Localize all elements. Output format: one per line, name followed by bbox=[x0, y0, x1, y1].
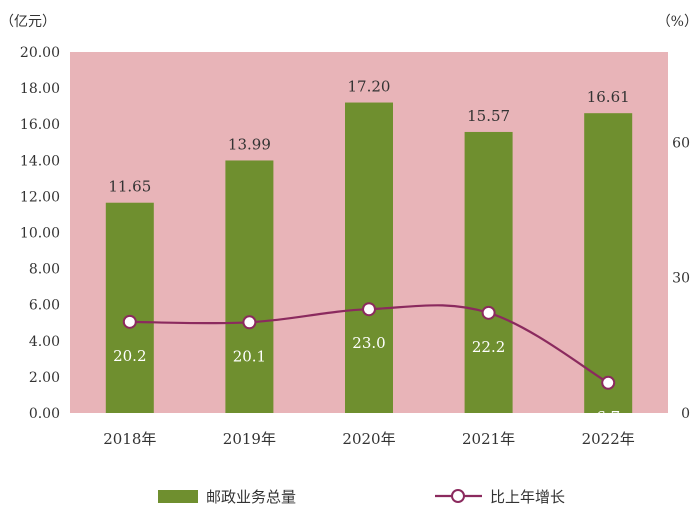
legend: 邮政业务总量 比上年增长 bbox=[158, 488, 565, 506]
right-axis: 0 30 60 bbox=[672, 135, 690, 422]
bar bbox=[584, 113, 633, 413]
line-point bbox=[481, 305, 496, 320]
right-tick-label: 30 bbox=[672, 271, 690, 287]
left-tick-label: 4.00 bbox=[29, 334, 60, 350]
left-axis-unit: （亿元） bbox=[0, 14, 56, 30]
bar-data-label: 15.57 bbox=[467, 107, 510, 125]
legend-line-marker bbox=[451, 489, 465, 503]
legend-bar-swatch bbox=[158, 490, 198, 503]
legend-bar-label: 邮政业务总量 bbox=[206, 488, 296, 506]
bar-data-labels: 11.65 13.99 17.20 15.57 16.61 bbox=[108, 78, 629, 196]
line-data-label: 20.1 bbox=[233, 347, 266, 365]
line-data-label: 22.2 bbox=[472, 338, 505, 356]
bar bbox=[345, 102, 393, 413]
left-tick-label: 8.00 bbox=[29, 262, 60, 278]
left-tick-label: 2.00 bbox=[29, 370, 60, 386]
left-tick-label: 12.00 bbox=[20, 189, 60, 205]
x-tick-label: 2020年 bbox=[342, 430, 395, 448]
left-tick-label: 20.00 bbox=[20, 45, 60, 61]
x-tick-label: 2018年 bbox=[103, 430, 156, 448]
line-point bbox=[122, 314, 137, 329]
left-tick-label: 10.00 bbox=[20, 226, 60, 242]
line-data-label: 6.7 bbox=[596, 408, 620, 426]
left-tick-label: 0.00 bbox=[29, 406, 60, 422]
line-point bbox=[601, 375, 616, 390]
legend-line-label: 比上年增长 bbox=[490, 488, 565, 506]
bar-data-label: 17.20 bbox=[348, 78, 391, 96]
line-data-label: 20.2 bbox=[113, 347, 146, 365]
line-point bbox=[242, 315, 257, 330]
bar-data-label: 13.99 bbox=[228, 135, 271, 153]
bar bbox=[225, 160, 274, 413]
left-tick-label: 16.00 bbox=[20, 117, 60, 133]
line-series: 20.2 20.1 23.0 22.2 6.7 bbox=[113, 302, 620, 426]
x-tick-label: 2022年 bbox=[582, 430, 635, 448]
right-tick-label: 60 bbox=[672, 135, 690, 151]
bar bbox=[464, 131, 513, 414]
right-tick-label: 0 bbox=[681, 406, 690, 422]
bar bbox=[105, 202, 154, 413]
bar-data-label: 11.65 bbox=[108, 178, 151, 196]
bar-series bbox=[105, 102, 633, 414]
right-axis-unit: （%） bbox=[657, 14, 698, 30]
bar-data-label: 16.61 bbox=[587, 88, 630, 106]
line-point bbox=[362, 302, 376, 317]
left-tick-label: 6.00 bbox=[29, 298, 60, 314]
x-axis: 2018年 2019年 2020年 2021年 2022年 bbox=[103, 430, 635, 448]
left-tick-label: 14.00 bbox=[20, 153, 60, 169]
x-tick-label: 2019年 bbox=[223, 430, 276, 448]
x-tick-label: 2021年 bbox=[462, 430, 515, 448]
left-axis: 0.00 2.00 4.00 6.00 8.00 10.00 12.00 14.00 16.00… bbox=[20, 45, 60, 422]
line-data-label: 23.0 bbox=[352, 334, 385, 352]
left-tick-label: 18.00 bbox=[20, 81, 60, 97]
